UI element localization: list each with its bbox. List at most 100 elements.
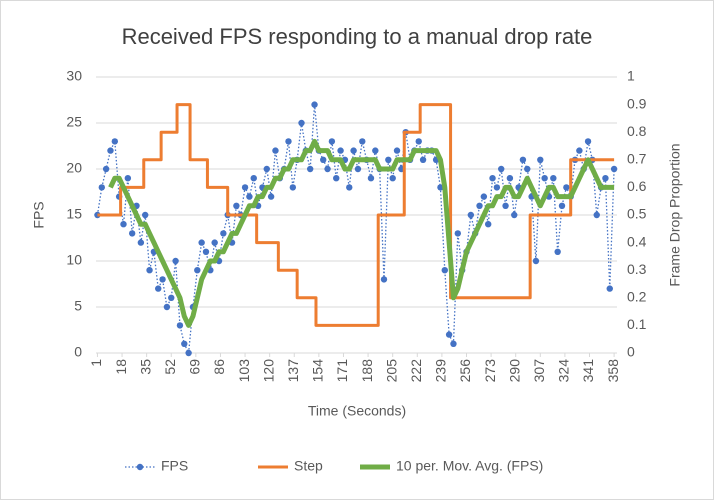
series-1 — [97, 103, 615, 327]
x-tick-label: 137 — [285, 359, 301, 383]
y-tick-label: 20 — [66, 160, 82, 176]
data-point — [606, 285, 613, 292]
data-point — [337, 147, 344, 154]
data-point — [445, 331, 453, 338]
data-point — [441, 267, 448, 274]
data-point — [250, 175, 257, 182]
data-point — [511, 211, 518, 219]
data-point — [415, 138, 422, 145]
x-tick-label: 307 — [531, 359, 547, 383]
y2-tick-label: 0.8 — [627, 123, 647, 139]
data-point — [328, 138, 336, 145]
data-point — [502, 202, 509, 209]
data-point — [220, 230, 227, 237]
data-point — [454, 230, 462, 237]
chart-title: Received FPS responding to a manual drop… — [122, 24, 593, 49]
y2-tick-label: 0.5 — [627, 206, 647, 222]
x-tick-label: 239 — [433, 359, 449, 383]
data-point — [354, 165, 362, 173]
data-point — [554, 248, 561, 255]
x-tick-label: 222 — [408, 359, 424, 383]
data-point — [480, 193, 488, 200]
data-point — [285, 138, 292, 145]
data-point — [320, 156, 327, 163]
data-point — [185, 349, 192, 357]
series-line — [108, 138, 615, 328]
data-point — [506, 175, 514, 182]
y2-tick-label: 0.1 — [627, 316, 647, 332]
y-tick-label: 5 — [74, 298, 82, 314]
x-tick-label: 273 — [482, 359, 498, 383]
data-point — [168, 294, 175, 301]
data-point — [163, 303, 171, 311]
data-point — [537, 156, 544, 163]
data-point — [367, 175, 375, 182]
data-point — [124, 175, 132, 182]
y-tick-label: 10 — [66, 252, 82, 268]
data-point — [476, 202, 483, 209]
y-axis-title: FPS — [31, 201, 47, 228]
data-point — [333, 175, 340, 182]
data-point — [541, 175, 548, 182]
y2-tick-label: 0.6 — [627, 178, 647, 194]
x-tick-label: 18 — [113, 359, 129, 375]
x-tick-label: 358 — [605, 359, 621, 383]
data-point — [155, 285, 162, 292]
x-tick-label: 324 — [556, 359, 572, 383]
data-point — [532, 257, 540, 265]
data-point — [102, 165, 110, 173]
data-point — [563, 184, 570, 191]
legend-marker — [136, 463, 144, 471]
data-point — [194, 267, 201, 274]
y-tick-label: 30 — [66, 68, 82, 84]
data-point — [419, 156, 427, 163]
x-tick-label: 171 — [334, 359, 350, 383]
data-point — [359, 138, 366, 145]
data-point — [550, 175, 557, 182]
x-tick-label: 120 — [260, 359, 276, 383]
y2-tick-label: 0 — [627, 344, 635, 360]
data-point — [142, 211, 149, 219]
data-point — [263, 165, 270, 173]
data-point — [176, 322, 184, 329]
data-point — [159, 276, 166, 283]
x-tick-label: 205 — [383, 359, 399, 383]
data-point — [107, 147, 114, 154]
data-point — [272, 147, 279, 154]
data-point — [346, 184, 353, 191]
data-point — [610, 165, 618, 173]
data-point — [233, 202, 240, 209]
data-point — [120, 221, 127, 228]
series-2 — [108, 138, 615, 328]
x-axis-title: Time (Seconds) — [308, 403, 406, 419]
data-point — [393, 147, 401, 154]
data-point — [298, 119, 305, 127]
data-point — [146, 267, 153, 274]
x-tick-label: 1 — [88, 359, 104, 367]
data-point — [519, 156, 527, 163]
data-point — [289, 184, 297, 191]
data-point — [576, 147, 583, 154]
y-tick-label: 25 — [66, 114, 82, 130]
data-point — [181, 340, 188, 347]
y2-tick-label: 0.9 — [627, 95, 647, 111]
x-tick-label: 103 — [236, 359, 252, 383]
y2-tick-label: 0.2 — [627, 289, 647, 305]
data-point — [484, 221, 492, 228]
y2-tick-label: 0.7 — [627, 151, 647, 167]
data-point — [202, 248, 210, 255]
x-tick-label: 86 — [211, 359, 227, 375]
x-tick-label: 69 — [187, 359, 203, 375]
data-point — [584, 138, 592, 145]
data-point — [311, 101, 318, 108]
legend-label: Step — [294, 458, 323, 474]
data-point — [498, 165, 505, 173]
y2-tick-label: 1 — [627, 68, 635, 84]
data-point — [137, 239, 145, 246]
data-point — [350, 147, 357, 154]
data-point — [306, 165, 314, 173]
data-point — [128, 230, 136, 237]
data-point — [524, 165, 531, 173]
